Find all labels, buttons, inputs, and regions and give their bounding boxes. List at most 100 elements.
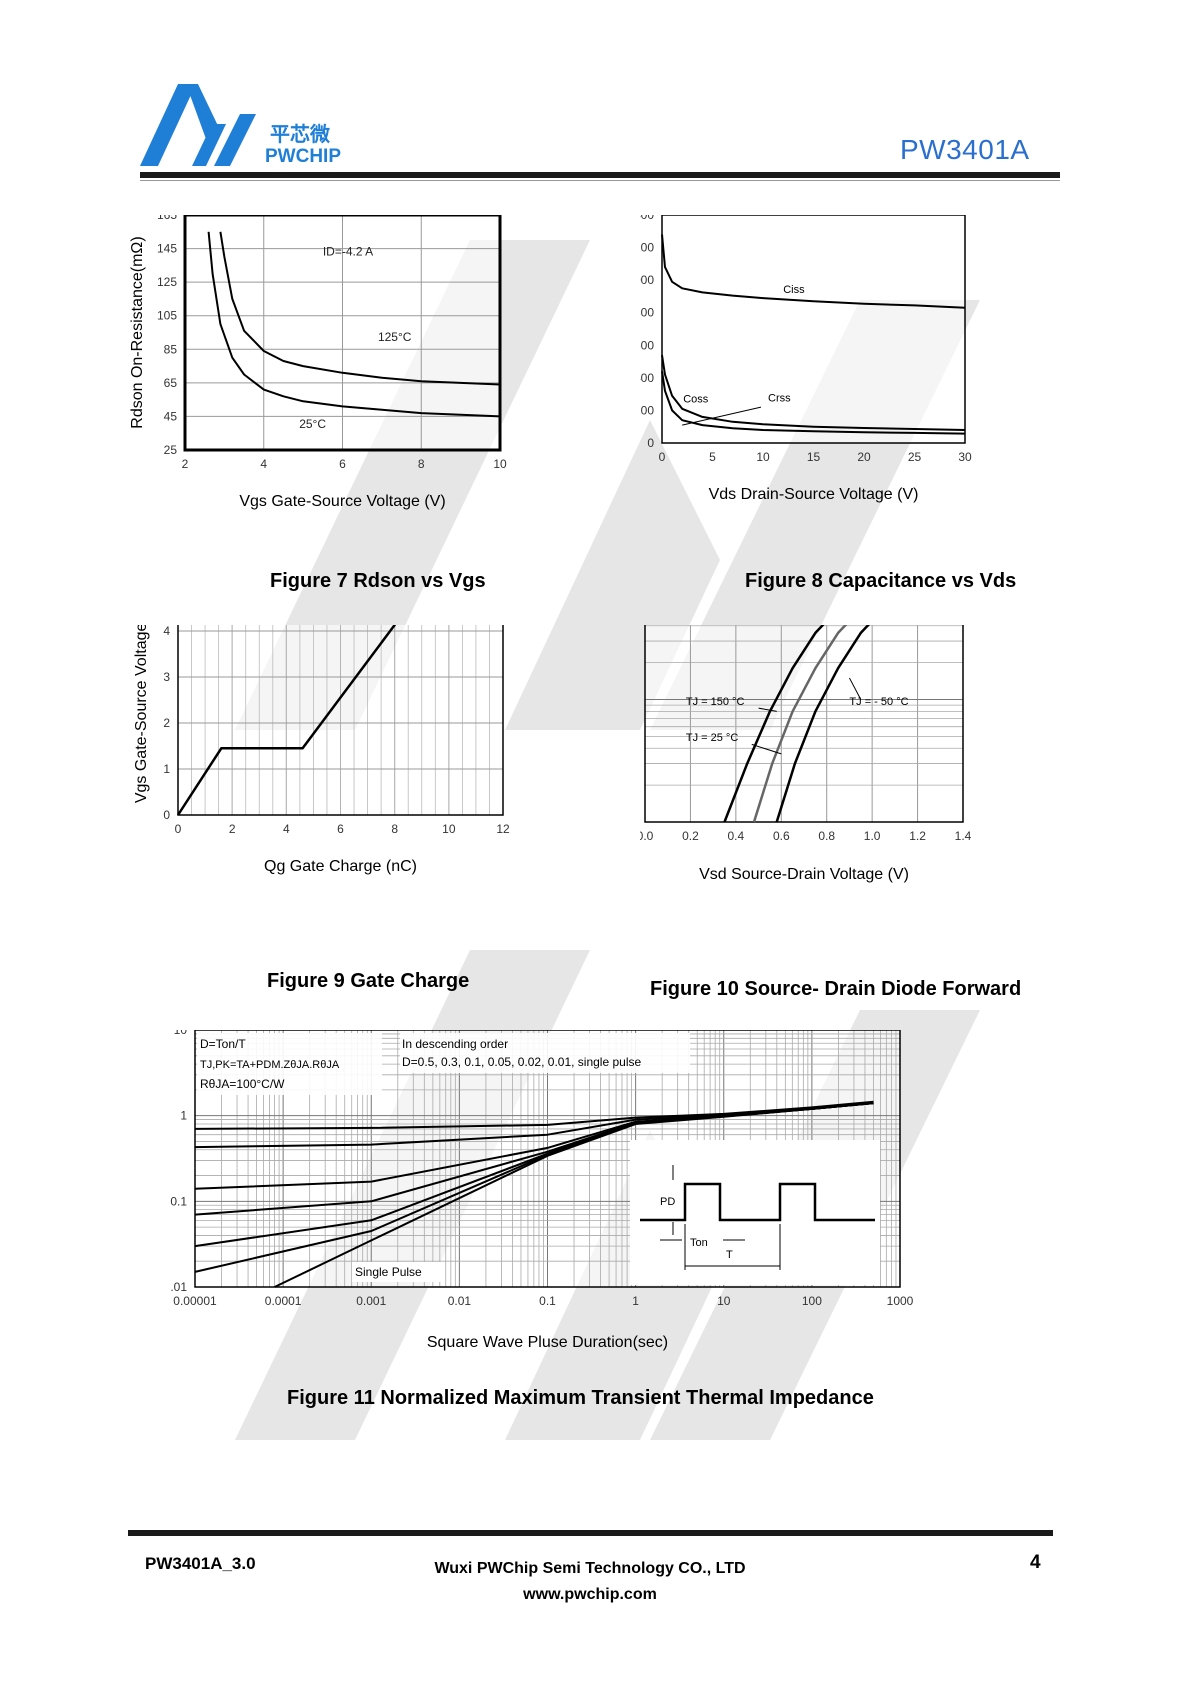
annotation-pointer <box>751 743 782 755</box>
x-tick-label: 0.4 <box>728 829 745 843</box>
x-tick-label: 0.1 <box>539 1294 556 1308</box>
y-tick-label: 400 <box>640 371 654 385</box>
figure-11-caption: Figure 11 Normalized Maximum Transient T… <box>287 1387 874 1409</box>
y-axis-label: Vgs Gate-Source Voltage (V) <box>133 625 150 803</box>
inset-label-t: T <box>726 1249 733 1261</box>
y-tick-label: 25 <box>164 443 178 457</box>
x-tick-label: 0.001 <box>356 1294 386 1308</box>
single-pulse-bg <box>352 1262 442 1282</box>
series-line <box>661 354 966 431</box>
y-tick-label: 800 <box>640 306 654 320</box>
y-tick-label: 10 <box>174 1030 188 1037</box>
y-tick-label: 1 <box>180 1109 187 1123</box>
annotation-tj-150: TJ = 150 °C <box>686 696 745 708</box>
x-tick-label: 5 <box>709 450 716 464</box>
y-tick-label: 145 <box>157 242 177 256</box>
plot-frame <box>177 625 504 816</box>
y-tick-label: 65 <box>164 376 178 390</box>
annotation-coss: Coss <box>683 393 709 405</box>
chart-source-drain-diode: 0.00.20.40.60.81.01.21.40.1110Vsd Source… <box>640 625 972 883</box>
y-tick-label: 1000 <box>640 273 654 287</box>
series-line <box>207 231 501 418</box>
x-tick-label: 0.0001 <box>265 1294 302 1308</box>
x-tick-label: 30 <box>958 450 972 464</box>
x-tick-label: 0 <box>659 450 666 464</box>
x-tick-label: 10 <box>442 822 456 836</box>
annotation-ciss: Ciss <box>783 284 805 296</box>
x-tick-label: 8 <box>418 457 425 471</box>
annotation-125c: 125°C <box>378 330 412 344</box>
y-tick-label: 1200 <box>640 241 654 255</box>
figure-9-caption: Figure 9 Gate Charge <box>267 970 470 992</box>
x-tick-label: 10 <box>493 457 507 471</box>
y-tick-label: 1400 <box>640 215 654 222</box>
y-tick-label: 0.01 <box>170 1280 187 1294</box>
footer-page-number: 4 <box>1030 1552 1041 1573</box>
x-tick-label: 8 <box>391 822 398 836</box>
y-tick-label: 85 <box>164 342 178 356</box>
series-line <box>661 234 966 309</box>
x-tick-label: 20 <box>857 450 871 464</box>
x-tick-label: 15 <box>807 450 821 464</box>
series-line <box>775 625 870 823</box>
series-line <box>661 371 966 435</box>
footer-document-version: PW3401A_3.0 <box>145 1554 256 1573</box>
y-tick-label: 2 <box>163 716 170 730</box>
plot-frame <box>644 625 964 823</box>
y-tick-label: 200 <box>640 403 654 417</box>
annotation-25c: 25°C <box>299 417 326 431</box>
footer-rule <box>128 1530 1053 1536</box>
x-tick-label: 2 <box>182 457 189 471</box>
plot-frame <box>661 215 966 444</box>
chart-rdson-vs-vgs: 2 4 6 8 10 25 45 65 85 105 125 145 165 Vgs Gate-Sourc… <box>130 215 507 510</box>
annotation-single-pulse: Single Pulse <box>355 1265 422 1279</box>
annotation-pointer <box>682 406 762 426</box>
x-tick-label: 0.01 <box>448 1294 472 1308</box>
series-line <box>176 625 397 816</box>
x-tick-label: 6 <box>337 822 344 836</box>
annotation-tj-25: TJ = 25 °C <box>686 732 738 744</box>
x-tick-label: 12 <box>496 822 510 836</box>
chart-capacitance-vs-vds: 0 5 10 15 20 25 30 0 200 400 600 800 1000 1200 1400 Vds… <box>640 215 972 503</box>
x-tick-label: 0 <box>175 822 182 836</box>
y-tick-label: 0 <box>163 808 170 822</box>
x-tick-label: 1000 <box>887 1294 914 1308</box>
y-tick-label: 0 <box>647 436 654 450</box>
y-tick-label: 3 <box>163 670 170 684</box>
logo-chinese-text: 平芯微 <box>270 122 330 146</box>
annotation-rthja: RθJA=100°C/W <box>200 1077 285 1091</box>
chart-gate-charge: 024681012012345Qg Gate Charge (nC)Vgs Ga… <box>133 625 510 875</box>
x-tick-label: 0.8 <box>818 829 835 843</box>
inset-label-ton: Ton <box>690 1237 708 1249</box>
y-tick-label: 1 <box>163 762 170 776</box>
x-axis-label: Vgs Gate-Source Voltage (V) <box>239 493 445 510</box>
x-tick-label: 4 <box>283 822 290 836</box>
annotation-order-title: In descending order <box>402 1037 508 1051</box>
series-line <box>274 1102 874 1288</box>
pwchip-logo-icon <box>140 84 256 166</box>
x-tick-label: 1.2 <box>909 829 926 843</box>
figure-7-caption: Figure 7 Rdson vs Vgs <box>270 570 486 592</box>
inset-label-pd: PD <box>660 1196 675 1208</box>
chart-transient-thermal-impedance: 0.00001 0.0001 0.001 0.01 0.1 1 10 100 1000 0.01 0… <box>170 1030 914 1351</box>
footer-website-link[interactable]: www.pwchip.com <box>523 1586 657 1603</box>
x-tick-label: 1.4 <box>955 829 972 843</box>
figure-10-caption: Figure 10 Source- Drain Diode Forward <box>650 978 1022 1000</box>
annotation-crss: Crss <box>768 392 791 404</box>
y-axis-label: Rdson On-Resistance(mΩ) <box>130 236 146 428</box>
document-id: PW3401A <box>900 134 1030 165</box>
annotation-tjpk: TJ,PK=TA+PDM.ZθJA.RθJA <box>200 1059 340 1071</box>
inset-background <box>630 1140 880 1285</box>
x-tick-label: 10 <box>717 1294 731 1308</box>
figure-8-caption: Figure 8 Capacitance vs Vds <box>745 570 1017 592</box>
series-line <box>219 231 501 386</box>
x-axis-label: Qg Gate Charge (nC) <box>264 858 417 875</box>
annotation-pointer <box>758 707 777 712</box>
series-line <box>723 625 825 823</box>
inset-pulse-waveform <box>640 1182 875 1222</box>
plot-frame <box>183 215 502 452</box>
x-tick-label: 6 <box>339 457 346 471</box>
x-tick-label: 10 <box>756 450 770 464</box>
y-tick-label: 4 <box>163 625 170 638</box>
x-tick-label: 4 <box>260 457 267 471</box>
